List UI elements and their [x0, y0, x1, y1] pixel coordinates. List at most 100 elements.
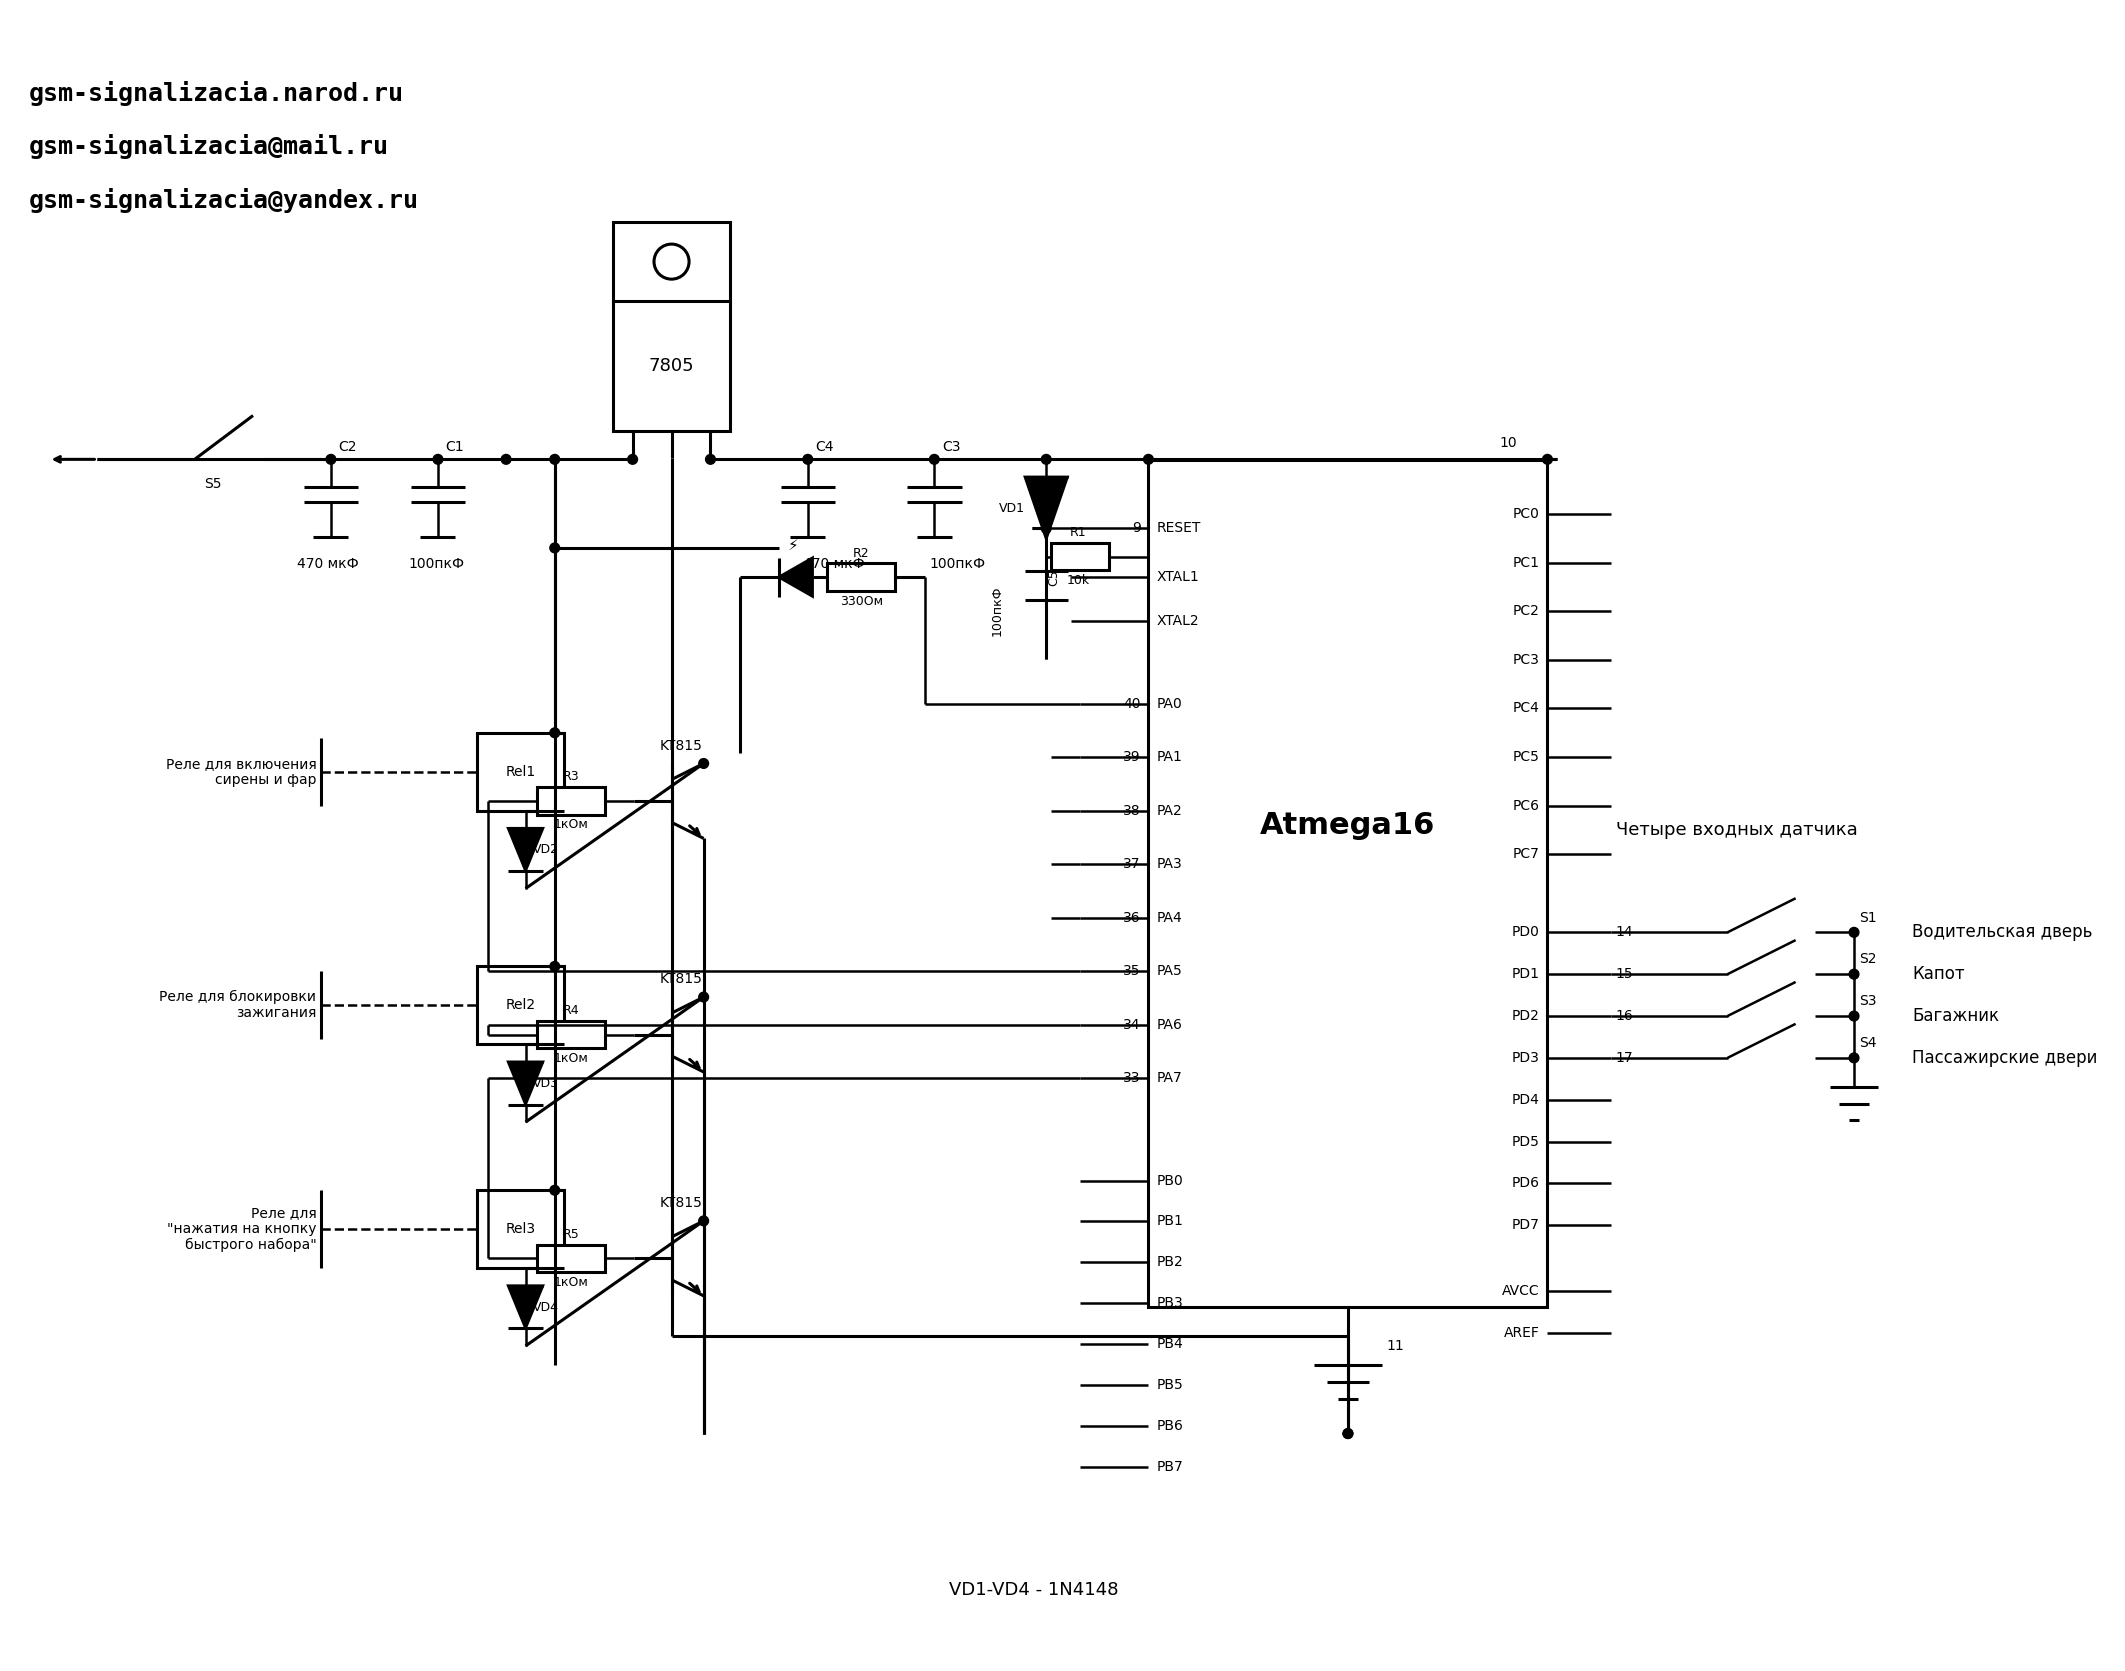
Text: VD4: VD4	[533, 1300, 559, 1313]
Text: PB4: PB4	[1156, 1337, 1184, 1352]
Text: R3: R3	[563, 770, 580, 784]
Text: PD3: PD3	[1511, 1051, 1541, 1064]
Circle shape	[1849, 1011, 1859, 1021]
Circle shape	[1849, 1053, 1859, 1063]
Text: 33: 33	[1124, 1071, 1141, 1086]
Circle shape	[1041, 523, 1052, 533]
Text: Реле для включения
сирены и фар: Реле для включения сирены и фар	[166, 757, 317, 787]
Text: 15: 15	[1615, 968, 1634, 981]
Text: 11: 11	[1388, 1338, 1405, 1354]
Text: 1кОм: 1кОм	[552, 1277, 589, 1288]
Text: 37: 37	[1124, 857, 1141, 871]
Text: PB5: PB5	[1156, 1379, 1184, 1392]
Text: PB6: PB6	[1156, 1419, 1184, 1432]
Text: Багажник: Багажник	[1912, 1008, 2000, 1024]
Text: PD7: PD7	[1511, 1218, 1541, 1232]
Bar	[538, 787, 606, 814]
Circle shape	[502, 455, 510, 465]
Bar	[476, 1190, 565, 1268]
Text: KT815: KT815	[661, 739, 703, 752]
Polygon shape	[1024, 476, 1067, 540]
Text: gsm-signalizacia.narod.ru: gsm-signalizacia.narod.ru	[30, 80, 404, 105]
Text: 330Ом: 330Ом	[839, 595, 882, 608]
Text: 1кОм: 1кОм	[552, 819, 589, 832]
Text: PB7: PB7	[1156, 1460, 1184, 1474]
Bar	[827, 563, 895, 592]
Bar	[476, 734, 565, 810]
Text: S1: S1	[1859, 911, 1876, 924]
Text: Rel1: Rel1	[506, 765, 536, 779]
Text: Пассажирские двери: Пассажирские двери	[1912, 1049, 2097, 1066]
Circle shape	[434, 455, 442, 465]
Text: S5: S5	[204, 476, 221, 491]
Text: XTAL2: XTAL2	[1156, 613, 1198, 628]
Text: S4: S4	[1859, 1036, 1876, 1049]
Text: PC4: PC4	[1513, 702, 1541, 715]
Circle shape	[706, 455, 716, 465]
Text: 100пкФ: 100пкФ	[929, 556, 986, 571]
Text: Atmega16: Atmega16	[1260, 810, 1437, 841]
Text: PC0: PC0	[1513, 506, 1541, 521]
Text: 10: 10	[1500, 436, 1517, 449]
Text: 100пкФ: 100пкФ	[990, 587, 1005, 637]
Text: 17: 17	[1615, 1051, 1634, 1064]
Text: Четыре входных датчика: Четыре входных датчика	[1615, 820, 1857, 839]
Bar	[614, 222, 729, 431]
Circle shape	[550, 961, 559, 971]
Circle shape	[550, 729, 559, 737]
Text: PA7: PA7	[1156, 1071, 1182, 1086]
Text: R1: R1	[1071, 526, 1086, 540]
Text: KT815: KT815	[661, 1196, 703, 1210]
Text: Rel3: Rel3	[506, 1222, 536, 1237]
Text: KT815: KT815	[661, 973, 703, 986]
Circle shape	[1849, 969, 1859, 979]
Polygon shape	[508, 1061, 544, 1105]
Text: gsm-signalizacia@yandex.ru: gsm-signalizacia@yandex.ru	[30, 187, 419, 212]
Text: R4: R4	[563, 1004, 580, 1018]
Bar	[1148, 460, 1547, 1307]
Text: Водительская дверь: Водительская дверь	[1912, 924, 2093, 941]
Text: R5: R5	[563, 1228, 580, 1242]
Text: PA5: PA5	[1156, 964, 1182, 978]
Circle shape	[1143, 455, 1154, 465]
Text: PC1: PC1	[1513, 555, 1541, 570]
Circle shape	[699, 759, 708, 769]
Circle shape	[1041, 455, 1052, 465]
Text: Реле для
"нажатия на кнопку
быстрого набора": Реле для "нажатия на кнопку быстрого наб…	[166, 1206, 317, 1253]
Text: 36: 36	[1122, 911, 1141, 924]
Text: PD6: PD6	[1511, 1176, 1541, 1190]
Text: PC6: PC6	[1513, 799, 1541, 812]
Text: ⚡: ⚡	[788, 538, 799, 553]
Text: Реле для блокировки
зажигания: Реле для блокировки зажигания	[159, 991, 317, 1021]
Text: PA2: PA2	[1156, 804, 1182, 817]
Text: VD1-VD4 - 1N4148: VD1-VD4 - 1N4148	[950, 1581, 1120, 1599]
Text: C1: C1	[446, 441, 465, 455]
Text: PC3: PC3	[1513, 653, 1541, 667]
Text: XTAL1: XTAL1	[1156, 570, 1198, 585]
Text: PA1: PA1	[1156, 750, 1182, 764]
Circle shape	[1849, 927, 1859, 937]
Text: PD4: PD4	[1511, 1093, 1541, 1106]
Text: PD2: PD2	[1511, 1009, 1541, 1023]
Text: R2: R2	[852, 546, 869, 560]
Circle shape	[627, 455, 638, 465]
Text: 1кОм: 1кОм	[552, 1053, 589, 1064]
Text: 39: 39	[1122, 750, 1141, 764]
Circle shape	[803, 455, 812, 465]
Polygon shape	[508, 829, 544, 871]
Text: C4: C4	[816, 441, 835, 455]
Text: PC5: PC5	[1513, 750, 1541, 764]
Text: PA3: PA3	[1156, 857, 1182, 871]
Text: PA0: PA0	[1156, 697, 1182, 710]
Bar	[538, 1021, 606, 1048]
Text: PD5: PD5	[1511, 1135, 1541, 1148]
Text: PA6: PA6	[1156, 1018, 1182, 1031]
Text: PB2: PB2	[1156, 1255, 1184, 1270]
Text: 100пкФ: 100пкФ	[408, 556, 465, 571]
Text: S2: S2	[1859, 952, 1876, 966]
Circle shape	[1343, 1429, 1354, 1439]
Text: S3: S3	[1859, 994, 1876, 1008]
Text: C3: C3	[941, 441, 960, 455]
Text: PB3: PB3	[1156, 1297, 1184, 1310]
Text: gsm-signalizacia@mail.ru: gsm-signalizacia@mail.ru	[30, 134, 389, 159]
